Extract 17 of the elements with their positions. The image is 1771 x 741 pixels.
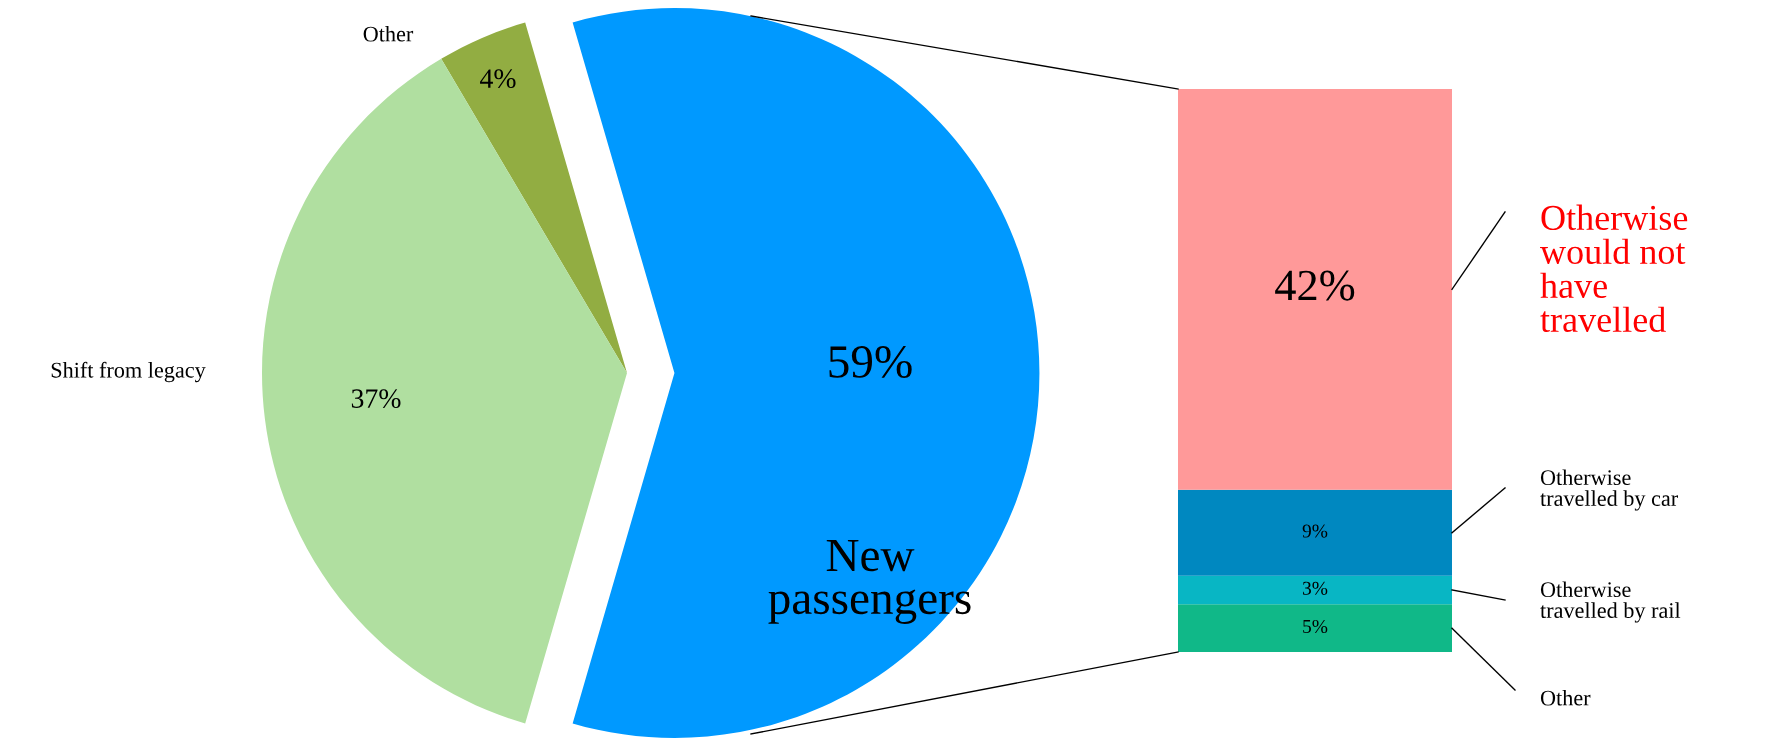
slice-label: Shift from legacy [51, 361, 206, 383]
data-label: 9% [1302, 524, 1328, 538]
data-label: 4% [480, 69, 516, 89]
bar [1178, 575, 1452, 605]
data-label: 59% [829, 345, 912, 378]
bar [1178, 89, 1452, 490]
slice-label: Other [363, 25, 414, 42]
text: Otherwise would not have travelled [1540, 204, 1688, 333]
text: Otherwise travelled by rail [1540, 581, 1681, 623]
bar [1178, 489, 1452, 576]
data-label: 42% [1275, 270, 1355, 301]
data-label: 5% [1303, 619, 1328, 634]
text: Otherwise travelled by car [1540, 469, 1678, 511]
data-label: 3% [1302, 581, 1328, 595]
text: Other [1540, 689, 1591, 706]
bar [1178, 604, 1452, 652]
data-label: 37% [351, 389, 401, 409]
